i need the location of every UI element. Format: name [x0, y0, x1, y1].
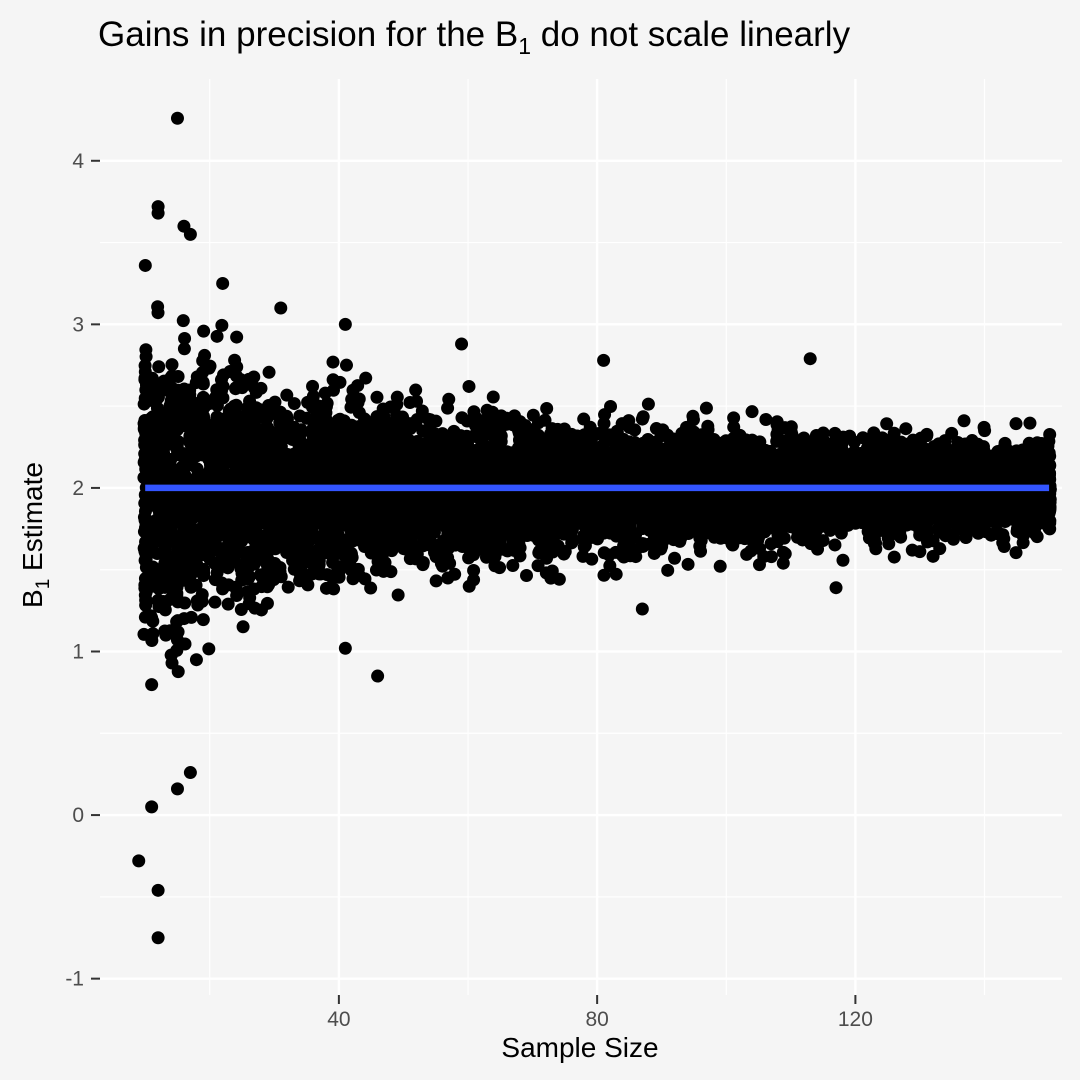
data-point — [145, 678, 159, 692]
data-point — [604, 399, 618, 413]
data-point — [513, 549, 527, 563]
data-point — [661, 563, 675, 577]
data-point — [202, 642, 216, 656]
data-point — [145, 371, 159, 385]
data-point — [628, 423, 642, 437]
data-point — [145, 634, 159, 648]
data-point — [216, 391, 230, 405]
data-point — [552, 572, 566, 586]
data-point — [138, 258, 152, 272]
data-point — [230, 330, 244, 344]
data-point — [668, 551, 682, 565]
data-point — [287, 397, 301, 411]
data-point — [215, 318, 229, 332]
data-point — [520, 568, 534, 582]
data-point — [177, 342, 191, 356]
data-point — [262, 365, 276, 379]
data-point — [171, 369, 185, 383]
data-point — [493, 561, 507, 575]
data-point — [195, 588, 209, 602]
data-point — [189, 653, 203, 667]
data-point — [146, 614, 160, 628]
data-point — [151, 306, 165, 320]
data-point — [184, 610, 198, 624]
data-point — [197, 324, 211, 338]
data-point — [327, 582, 341, 596]
data-point — [229, 398, 243, 412]
data-point — [139, 598, 153, 612]
data-point — [326, 355, 340, 369]
data-point — [384, 565, 398, 579]
data-point — [139, 343, 153, 357]
data-point — [170, 586, 184, 600]
data-point — [260, 596, 274, 610]
data-point — [391, 588, 405, 602]
chart-title: Gains in precision for the B1 do not sca… — [98, 15, 851, 59]
data-point — [585, 552, 599, 566]
data-point — [359, 371, 373, 385]
data-point — [344, 546, 358, 560]
data-point — [196, 613, 210, 627]
data-point — [462, 379, 476, 393]
data-point — [641, 397, 655, 411]
data-point — [486, 390, 500, 404]
data-point — [370, 390, 384, 404]
data-point — [429, 574, 443, 588]
data-point — [165, 358, 179, 372]
data-point — [281, 580, 295, 594]
data-point — [409, 383, 423, 397]
data-point — [178, 596, 192, 610]
data-point — [448, 567, 462, 581]
data-point — [178, 637, 192, 651]
data-point — [609, 567, 623, 581]
data-point — [171, 665, 185, 679]
data-point — [416, 558, 430, 572]
data-point — [467, 573, 481, 587]
data-point — [203, 359, 217, 373]
data-point — [339, 358, 353, 372]
data-point — [540, 402, 554, 416]
data-point — [636, 410, 650, 424]
data-points — [132, 111, 1057, 945]
data-point — [152, 360, 166, 374]
data-point — [254, 381, 268, 395]
data-point — [429, 414, 443, 428]
data-point — [390, 397, 404, 411]
data-point — [178, 331, 192, 345]
data-point — [442, 392, 456, 406]
data-point — [228, 353, 242, 367]
data-point — [176, 314, 190, 328]
data-point — [306, 379, 320, 393]
data-point — [333, 375, 347, 389]
data-point — [280, 409, 294, 423]
data-point — [236, 620, 250, 634]
data-point — [208, 595, 222, 609]
data-point — [320, 396, 334, 410]
data-point — [294, 425, 308, 439]
data-point — [364, 581, 378, 595]
